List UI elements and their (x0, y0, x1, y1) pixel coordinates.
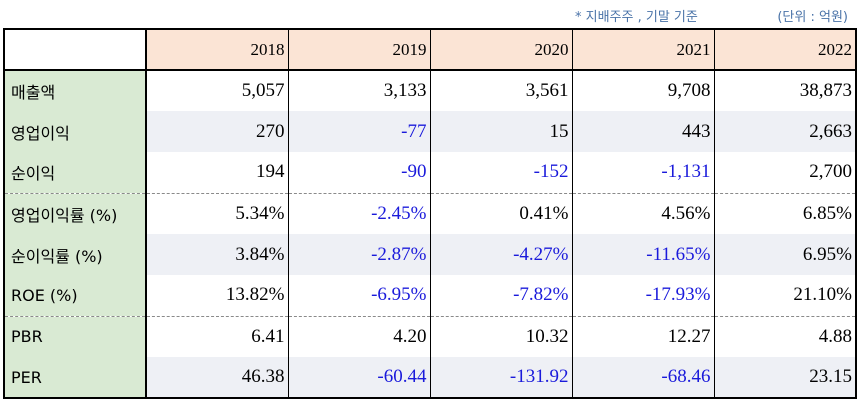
table-cell: -1,131 (571, 152, 714, 193)
table-cell: 10.32 (429, 315, 572, 357)
financial-table: 2018 2019 2020 2021 2022 매출액 5,057 3,133… (3, 28, 857, 399)
table-cell: 15 (429, 111, 572, 152)
table-cell: 4.88 (713, 315, 856, 357)
row-label: 순이익률 (%) (4, 234, 147, 275)
table-cell: 13.82% (145, 275, 288, 316)
year-header-2018: 2018 (145, 29, 288, 71)
table-cell: -131.92 (429, 357, 572, 398)
row-label: ROE (%) (4, 275, 147, 316)
row-label: 매출액 (4, 70, 147, 111)
table-cell: 6.41 (145, 315, 288, 357)
table-cell: 6.95% (713, 234, 856, 275)
row-label: 순이익 (4, 152, 147, 193)
table-cell: -77 (287, 111, 430, 152)
table-cell: 270 (145, 111, 288, 152)
table-row-pbr: PBR 6.41 4.20 10.32 12.27 4.88 (4, 315, 856, 357)
table-cell: -11.65% (571, 234, 714, 275)
table-cell: 4.56% (571, 192, 714, 234)
table-cell: 443 (571, 111, 714, 152)
table-cell: -152 (429, 152, 572, 193)
year-header-2019: 2019 (287, 29, 430, 71)
table-cell: 38,873 (713, 70, 856, 111)
table-cell: -4.27% (429, 234, 572, 275)
table-cell: -60.44 (287, 357, 430, 398)
table-cell: 12.27 (571, 315, 714, 357)
table-cell: 6.85% (713, 192, 856, 234)
table-cell: 3,561 (429, 70, 572, 111)
year-header-2020: 2020 (429, 29, 572, 71)
table-cell: 21.10% (713, 275, 856, 316)
table-row-net-income: 순이익 194 -90 -152 -1,131 2,700 (4, 152, 856, 193)
table-cell: 194 (145, 152, 288, 193)
table-cell: -68.46 (571, 357, 714, 398)
row-label: 영업이익 (4, 111, 147, 152)
table-cell: -2.87% (287, 234, 430, 275)
row-label: PER (4, 357, 147, 398)
table-cell: 2,700 (713, 152, 856, 193)
header-row: 2018 2019 2020 2021 2022 (4, 29, 856, 71)
table-row-revenue: 매출액 5,057 3,133 3,561 9,708 38,873 (4, 70, 856, 111)
table-cell: -7.82% (429, 275, 572, 316)
unit-note: (단위 : 억원) (777, 10, 848, 25)
year-header-2021: 2021 (571, 29, 714, 71)
table-cell: 4.20 (287, 315, 430, 357)
table-cell: 5,057 (145, 70, 288, 111)
table-cell: 9,708 (571, 70, 714, 111)
table-row-roe: ROE (%) 13.82% -6.95% -7.82% -17.93% 21.… (4, 275, 856, 316)
table-cell: 0.41% (429, 192, 572, 234)
table-cell: 2,663 (713, 111, 856, 152)
corner-cell (4, 29, 147, 71)
table-cell: -6.95% (287, 275, 430, 316)
table-cell: -2.45% (287, 192, 430, 234)
year-header-2022: 2022 (713, 29, 856, 71)
shareholder-note: * 지배주주 , 기말 기준 (575, 10, 698, 25)
table-cell: 23.15 (713, 357, 856, 398)
table-cell: 46.38 (145, 357, 288, 398)
table-cell: 3,133 (287, 70, 430, 111)
table-cell: -90 (287, 152, 430, 193)
notes-bar: * 지배주주 , 기말 기준 (단위 : 억원) (0, 4, 858, 26)
table-cell: 3.84% (145, 234, 288, 275)
row-label: PBR (4, 315, 147, 357)
table-row-operating-margin: 영업이익률 (%) 5.34% -2.45% 0.41% 4.56% 6.85% (4, 192, 856, 234)
table-row-net-margin: 순이익률 (%) 3.84% -2.87% -4.27% -11.65% 6.9… (4, 234, 856, 275)
table-row-operating-profit: 영업이익 270 -77 15 443 2,663 (4, 111, 856, 152)
table-cell: 5.34% (145, 192, 288, 234)
row-label: 영업이익률 (%) (4, 192, 147, 234)
table-row-per: PER 46.38 -60.44 -131.92 -68.46 23.15 (4, 357, 856, 398)
table-cell: -17.93% (571, 275, 714, 316)
